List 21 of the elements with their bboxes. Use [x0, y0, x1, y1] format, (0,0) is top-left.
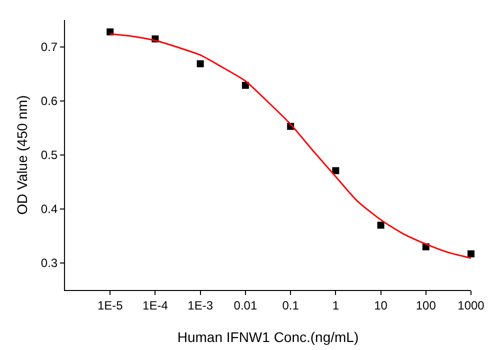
point: [242, 82, 249, 89]
y-axis-title: OD Value (450 nm): [14, 95, 30, 215]
x-axis-title: Human IFNW1 Conc.(ng/mL): [177, 329, 359, 345]
point: [468, 250, 474, 258]
point: [196, 60, 204, 68]
x-tick-label: 1E-3: [188, 298, 214, 312]
x-tick-label: 10: [374, 298, 388, 312]
x-tick-label: 0.01: [234, 298, 258, 312]
y-tick-label: 0.4: [40, 202, 58, 216]
y-tick-label: 0.5: [40, 148, 58, 162]
y-tick-label: 0.3: [40, 256, 58, 270]
x-tick-label: 1E-5: [97, 298, 124, 312]
point: [332, 167, 340, 174]
y-tick-label: 0.7: [40, 40, 58, 54]
x-tick-label: 1000: [458, 298, 485, 312]
x-tick-label: 1E-4: [142, 298, 168, 312]
x-tick-label: 0.1: [282, 298, 300, 312]
x-tick-label: 100: [416, 298, 436, 312]
point: [377, 222, 384, 229]
y-tick-label: 0.6: [40, 94, 58, 108]
x-tick-label: 1: [332, 298, 340, 312]
